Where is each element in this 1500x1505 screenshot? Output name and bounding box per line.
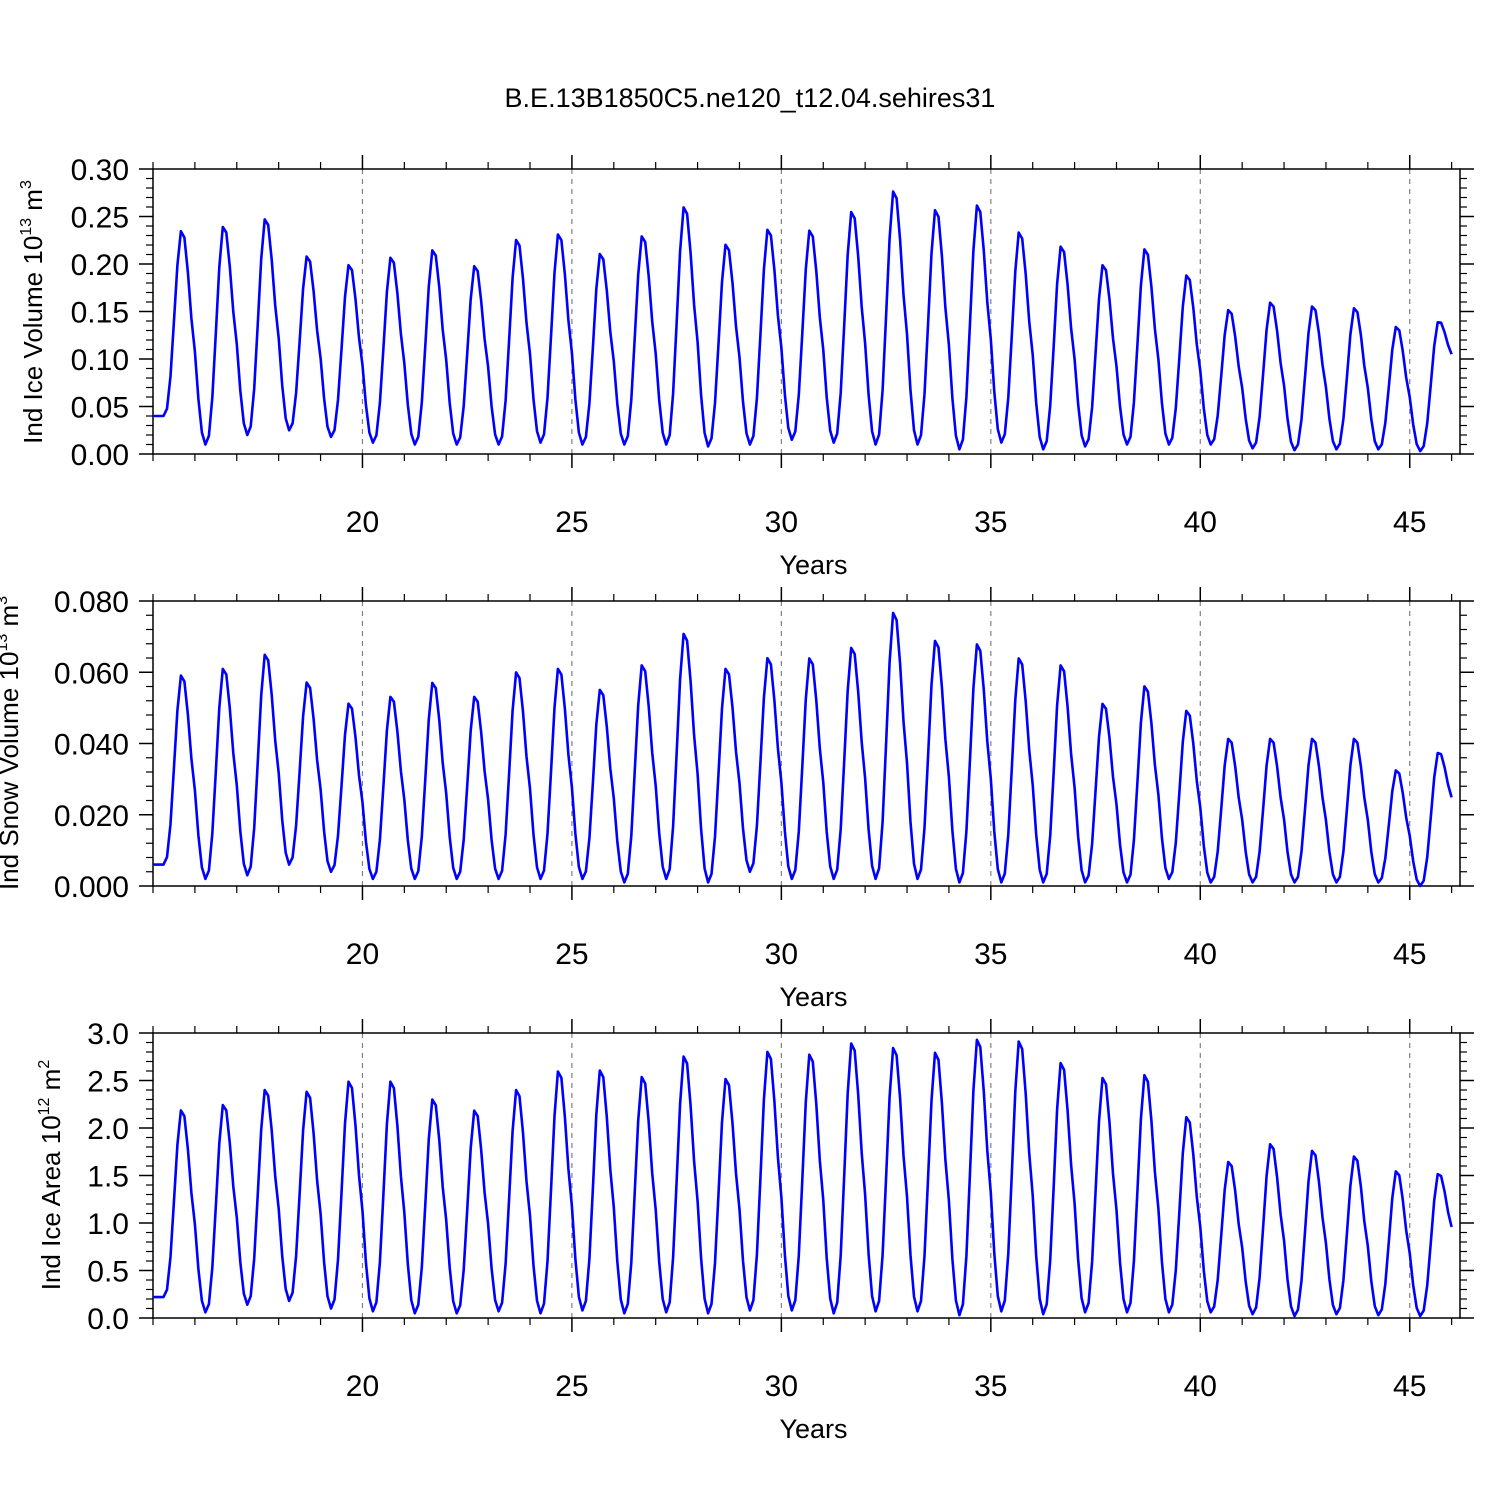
x-tick-label: 45 <box>1393 938 1426 971</box>
chart-panel-1: 20 25 30 35 40 45 Years 0.00 0.05 0.10 0.15 0.20 0.2… <box>18 154 1474 580</box>
x-tick-label: 40 <box>1184 506 1217 539</box>
plot-frame <box>152 168 1461 455</box>
y-axis-title-superscript: 12 <box>36 1097 53 1115</box>
y-axis-title-part: Ind Snow Volume 10 <box>0 652 24 891</box>
y-tick-label: 2.0 <box>87 1113 129 1146</box>
y-tick-label: 0.30 <box>71 154 129 187</box>
x-tick-label: 45 <box>1393 1370 1426 1403</box>
y-axis-title-superscript: 2 <box>36 1060 53 1069</box>
y-tick-label: 2.5 <box>87 1066 129 1099</box>
y-axis-title: Ind Snow Volume 1013 m3 <box>0 596 24 890</box>
chart-panel-3: 20 25 30 35 40 45 Years 0.0 0.5 1.0 1.5 2.0 2.5 3.0 In… <box>36 1018 1474 1444</box>
y-tick-label: 0.020 <box>54 800 129 833</box>
x-tick-label: 35 <box>974 938 1007 971</box>
y-tick-label: 0.25 <box>71 202 129 235</box>
plot-frame <box>152 600 1461 887</box>
x-tick-label: 35 <box>974 1370 1007 1403</box>
x-tick-label: 30 <box>765 938 798 971</box>
series-line <box>153 611 1453 888</box>
y-axis-title-part: m <box>0 605 24 634</box>
y-tick-label: 0.040 <box>54 729 129 762</box>
y-tick-label: 0.5 <box>87 1256 129 1289</box>
x-axis-title: Years <box>779 982 847 1012</box>
x-axis-title: Years <box>779 1414 847 1444</box>
y-axis-title-superscript: 3 <box>0 596 11 605</box>
chart-panel-2: 20 25 30 35 40 45 Years 0.000 0.020 0.040 0.060 0.0… <box>0 586 1474 1012</box>
x-tick-label: 40 <box>1184 1370 1217 1403</box>
y-axis-title-part: m <box>18 189 48 218</box>
y-tick-label: 1.0 <box>87 1208 129 1241</box>
x-tick-label: 20 <box>346 1370 379 1403</box>
x-tick-label: 25 <box>555 1370 588 1403</box>
y-axis-title-superscript: 3 <box>18 180 35 189</box>
y-axis-title-superscript: 13 <box>18 218 35 236</box>
x-axis-title: Years <box>779 550 847 580</box>
x-tick-label: 30 <box>765 506 798 539</box>
y-axis-title-part: Ind Ice Volume 10 <box>18 236 48 444</box>
y-axis-title: Ind Ice Volume 1013 m3 <box>18 180 48 444</box>
series-line <box>153 1038 1453 1318</box>
y-tick-label: 0.20 <box>71 249 129 282</box>
x-tick-label: 35 <box>974 506 1007 539</box>
x-tick-label: 30 <box>765 1370 798 1403</box>
chart-title: B.E.13B1850C5.ne120_t12.04.sehires31 <box>505 83 996 113</box>
y-tick-label: 0.15 <box>71 297 129 330</box>
y-axis-title: Ind Ice Area 1012 m2 <box>36 1060 66 1291</box>
y-axis-title-part: m <box>36 1069 66 1098</box>
y-tick-label: 0.0 <box>87 1303 129 1336</box>
y-tick-label: 0.080 <box>54 586 129 619</box>
x-tick-label: 40 <box>1184 938 1217 971</box>
x-tick-label: 20 <box>346 938 379 971</box>
y-tick-label: 0.00 <box>71 439 129 472</box>
x-tick-label: 25 <box>555 938 588 971</box>
y-tick-label: 0.10 <box>71 344 129 377</box>
y-axis-title-superscript: 13 <box>0 634 11 652</box>
y-tick-label: 0.05 <box>71 392 129 425</box>
series-line <box>153 190 1453 453</box>
y-tick-label: 3.0 <box>87 1018 129 1051</box>
y-tick-label: 0.060 <box>54 657 129 690</box>
y-tick-label: 0.000 <box>54 871 129 904</box>
x-tick-label: 25 <box>555 506 588 539</box>
y-axis-title-part: Ind Ice Area 10 <box>36 1115 66 1290</box>
x-tick-label: 20 <box>346 506 379 539</box>
y-tick-label: 1.5 <box>87 1161 129 1194</box>
x-tick-label: 45 <box>1393 506 1426 539</box>
